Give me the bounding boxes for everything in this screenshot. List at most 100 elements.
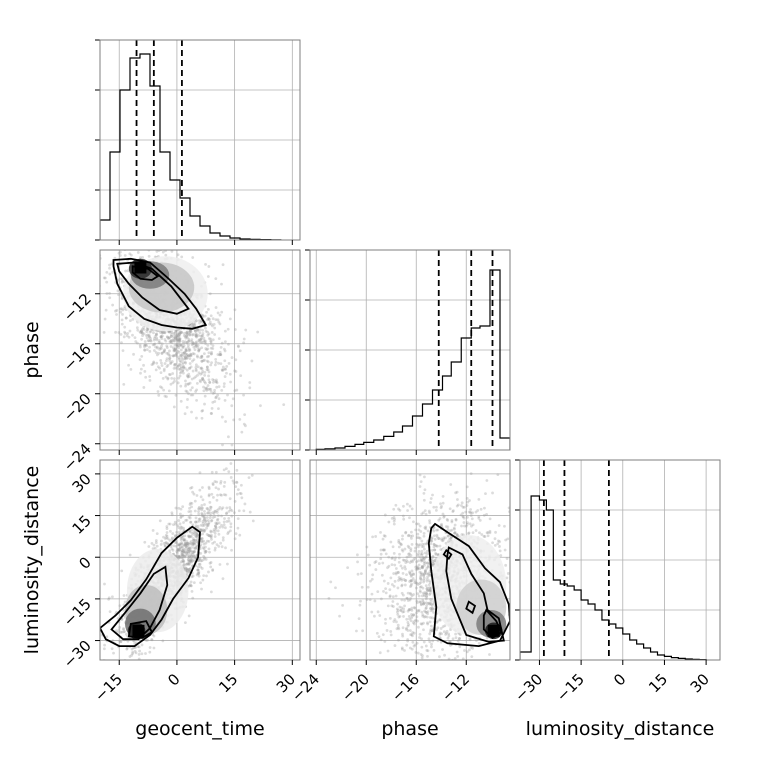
scatter-point xyxy=(187,549,191,553)
scatter-point xyxy=(418,632,422,636)
scatter-point xyxy=(153,342,157,346)
scatter-point xyxy=(444,633,448,636)
scatter-point xyxy=(422,545,425,549)
scatter-point xyxy=(442,537,445,541)
scatter-point xyxy=(178,522,182,526)
scatter-point xyxy=(206,343,210,347)
scatter-point xyxy=(408,591,412,595)
scatter-point xyxy=(396,571,400,574)
scatter-point xyxy=(406,609,410,613)
scatter-point xyxy=(190,501,194,505)
scatter-point xyxy=(150,542,154,545)
scatter-point xyxy=(125,231,128,234)
scatter-point xyxy=(426,565,430,569)
scatter-point xyxy=(178,359,182,363)
scatter-point xyxy=(161,377,165,380)
scatter-point xyxy=(187,546,190,550)
scatter-point xyxy=(410,647,414,651)
scatter-point xyxy=(235,492,239,496)
scatter-point xyxy=(107,596,111,600)
scatter-point xyxy=(182,354,186,358)
scatter-point xyxy=(152,349,156,352)
scatter-point xyxy=(166,377,170,381)
scatter-point xyxy=(359,572,363,576)
scatter-point xyxy=(183,412,187,416)
scatter-point xyxy=(208,500,212,504)
scatter-point xyxy=(414,651,418,654)
scatter-point xyxy=(429,630,432,633)
scatter-point xyxy=(467,510,471,514)
scatter-point xyxy=(232,418,236,422)
scatter-point xyxy=(166,242,169,245)
scatter-point xyxy=(193,348,197,352)
scatter-point xyxy=(400,598,404,602)
scatter-point xyxy=(207,378,211,382)
scatter-point xyxy=(418,570,422,574)
scatter-point xyxy=(461,511,465,515)
scatter-point xyxy=(186,375,190,378)
scatter-point xyxy=(145,348,149,352)
scatter-point xyxy=(411,621,415,625)
scatter-point xyxy=(413,581,417,585)
scatter-point xyxy=(421,565,424,568)
scatter-point xyxy=(179,348,183,352)
scatter-point xyxy=(392,522,396,526)
scatter-point xyxy=(400,548,404,552)
scatter-point xyxy=(155,345,159,349)
scatter-point xyxy=(175,550,179,553)
scatter-point xyxy=(433,537,437,541)
scatter-point xyxy=(211,400,215,404)
scatter-point xyxy=(114,629,118,633)
scatter-point xyxy=(188,516,192,520)
scatter-point xyxy=(203,373,207,377)
scatter-point xyxy=(213,391,216,394)
scatter-point xyxy=(427,601,431,605)
scatter-point xyxy=(192,541,195,545)
scatter-point xyxy=(189,329,192,333)
scatter-point xyxy=(426,564,430,568)
scatter-point xyxy=(455,490,459,494)
scatter-point xyxy=(400,591,404,595)
scatter-point xyxy=(259,404,262,408)
scatter-point xyxy=(130,653,134,657)
scatter-point xyxy=(207,354,211,358)
scatter-point xyxy=(102,276,106,280)
scatter-point xyxy=(417,625,420,629)
scatter-point xyxy=(430,642,433,646)
scatter-point xyxy=(422,576,426,580)
scatter-point xyxy=(207,487,211,490)
scatter-point xyxy=(429,539,433,543)
scatter-point xyxy=(485,531,489,535)
scatter-point xyxy=(426,622,430,626)
scatter-point xyxy=(114,330,117,334)
scatter-point xyxy=(474,529,478,532)
scatter-point xyxy=(382,589,385,593)
scatter-point xyxy=(217,507,221,511)
scatter-point xyxy=(229,529,232,533)
scatter-point xyxy=(427,583,431,587)
scatter-point xyxy=(338,614,341,618)
scatter-point xyxy=(194,369,198,373)
scatter-point xyxy=(404,578,408,582)
scatter-point xyxy=(177,334,180,338)
grid-lines xyxy=(100,40,300,240)
scatter-point xyxy=(416,567,419,571)
scatter-point xyxy=(210,361,213,364)
scatter-point xyxy=(136,251,140,254)
scatter-point xyxy=(212,528,216,531)
scatter-point xyxy=(419,580,423,584)
scatter-point xyxy=(479,507,483,511)
scatter-point xyxy=(152,343,156,346)
scatter-point xyxy=(205,368,209,372)
scatter-point xyxy=(199,551,203,555)
scatter-point xyxy=(183,351,187,354)
scatter-point xyxy=(435,535,439,539)
scatter-point xyxy=(417,608,421,612)
scatter-point xyxy=(435,628,439,632)
scatter-point xyxy=(143,343,146,347)
scatter-point xyxy=(155,361,159,365)
scatter-point xyxy=(493,543,497,547)
scatter-point xyxy=(148,375,152,378)
scatter-point xyxy=(426,529,430,533)
scatter-point xyxy=(166,542,170,546)
